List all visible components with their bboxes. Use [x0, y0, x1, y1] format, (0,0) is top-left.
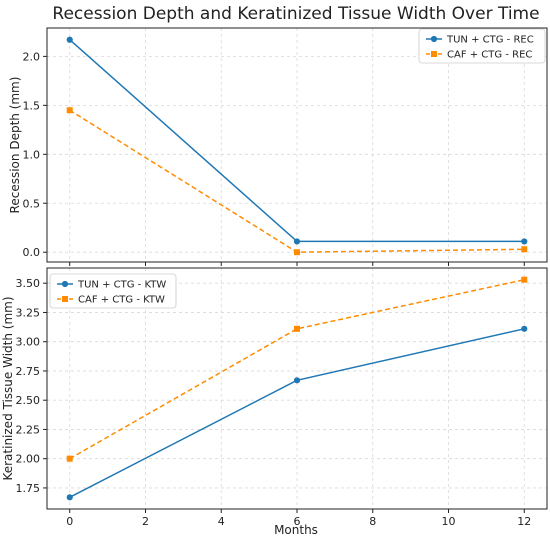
x-tick-label: 10	[442, 515, 456, 528]
legend-box	[49, 273, 177, 309]
legend: TUN + CTG - REC CAF + CTG - REC	[418, 28, 546, 64]
data-point	[66, 455, 73, 462]
data-point	[294, 325, 300, 332]
legend-box	[418, 28, 546, 64]
x-tick-label: 8	[369, 515, 376, 528]
y-tick-label: 3.25	[16, 306, 41, 319]
keratinized-tissue-width-subplot: 1.75 2.00 2.25 2.50 2.75 3.00 3.25 3.50 0 2 4 6 8 10 1…	[1, 267, 548, 528]
y-tick-label: 2.25	[16, 423, 41, 436]
data-point	[521, 246, 528, 253]
y-tick-label: 0.0	[23, 246, 41, 259]
data-point	[521, 276, 528, 283]
series-line	[69, 278, 525, 460]
x-tick-label: 12	[517, 515, 531, 528]
y-tick-label: 2.00	[16, 453, 41, 466]
y-tick-label: 2.50	[16, 394, 41, 407]
series-1	[66, 276, 528, 462]
y-tick-label: 1.0	[23, 148, 41, 161]
x-tick-label: 0	[66, 515, 73, 528]
data-point	[293, 238, 301, 245]
data-point	[521, 325, 528, 332]
series-1	[66, 107, 528, 256]
data-point	[66, 494, 73, 501]
y-axis-label: Keratinized Tissue Width (mm)	[1, 296, 15, 480]
y-tick-label: 2.0	[23, 50, 41, 63]
legend-label: TUN + CTG - REC	[446, 35, 534, 46]
legend-swatch-marker	[62, 296, 68, 302]
y-tick-label: 3.50	[16, 277, 41, 290]
recession-depth-subplot: 0.0 0.5 1.0 1.5 2.0 Recession Depth (mm) TUN +…	[8, 27, 548, 266]
y-tick-label: 1.75	[16, 482, 41, 495]
series-0	[66, 325, 528, 501]
data-point	[294, 249, 300, 256]
legend-swatch-marker	[431, 51, 437, 57]
legend-label: TUN + CTG - KTW	[77, 280, 166, 291]
series-0	[66, 36, 528, 245]
legend-label: CAF + CTG - REC	[447, 50, 532, 61]
x-tick-label: 4	[218, 515, 225, 528]
x-axis-label: Months	[274, 523, 318, 537]
chart-title: Recession Depth and Keratinized Tissue W…	[52, 4, 539, 24]
x-tick-label: 2	[142, 515, 149, 528]
y-axis-label: Recession Depth (mm)	[8, 77, 22, 214]
legend: TUN + CTG - KTW CAF + CTG - KTW	[49, 273, 177, 309]
legend-label: CAF + CTG - KTW	[78, 295, 165, 306]
legend-swatch-marker	[61, 280, 69, 288]
data-point	[521, 238, 528, 245]
y-tick-label: 0.5	[23, 197, 41, 210]
y-tick-label: 3.00	[16, 336, 41, 349]
y-tick-label: 2.75	[16, 365, 41, 378]
data-point	[66, 36, 73, 43]
x-tick-label: 6	[294, 515, 301, 528]
data-point	[293, 377, 301, 384]
legend-swatch-marker	[430, 35, 438, 43]
y-tick-label: 1.5	[23, 99, 41, 112]
data-point	[66, 107, 73, 114]
